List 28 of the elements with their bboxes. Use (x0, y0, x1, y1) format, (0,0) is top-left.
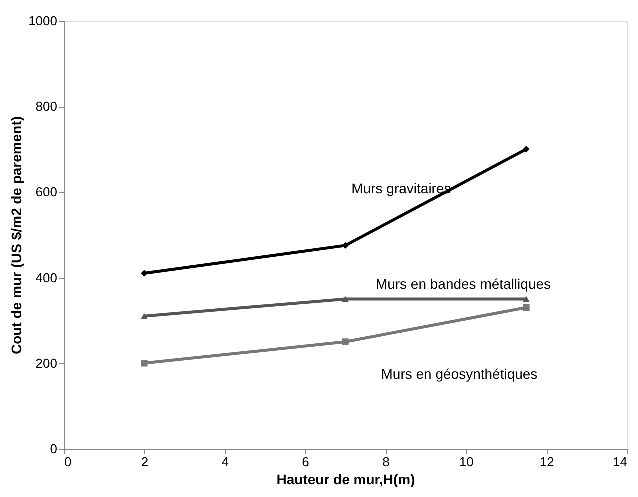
x-axis-title: Hauteur de mur,H(m) (276, 472, 416, 488)
x-tick-label: 12 (540, 454, 554, 470)
x-tick-label: 8 (382, 454, 390, 470)
y-tick-label: 800 (36, 99, 58, 114)
y-tick-label: 1000 (28, 14, 58, 28)
point (342, 242, 349, 250)
x-tick-label: 2 (141, 454, 149, 470)
y-tick-label: 600 (36, 184, 58, 200)
point (523, 146, 530, 153)
point (141, 313, 148, 320)
point (342, 338, 349, 346)
y-tick-label: 200 (36, 356, 58, 371)
point (523, 296, 530, 302)
point (523, 304, 530, 312)
x-tick-label: 4 (222, 454, 229, 470)
y-axis-title: Cout de mur (US $/m2 de parement) (8, 116, 25, 355)
point (141, 270, 148, 277)
x-tick-label: 10 (459, 454, 474, 470)
x-tick-label: 0 (64, 454, 72, 470)
y-tick-label: 400 (36, 270, 58, 286)
series-label: Murs gravitaires (352, 180, 452, 196)
text: Murs en géosynthétiques (381, 366, 538, 382)
x-tick-label: 14 (613, 454, 628, 470)
x-tick-label: 6 (302, 454, 310, 470)
y-tick-label: 0 (50, 442, 58, 456)
series-label: Murs en bandes métalliques (376, 276, 552, 292)
point (141, 360, 148, 367)
point (342, 296, 349, 302)
